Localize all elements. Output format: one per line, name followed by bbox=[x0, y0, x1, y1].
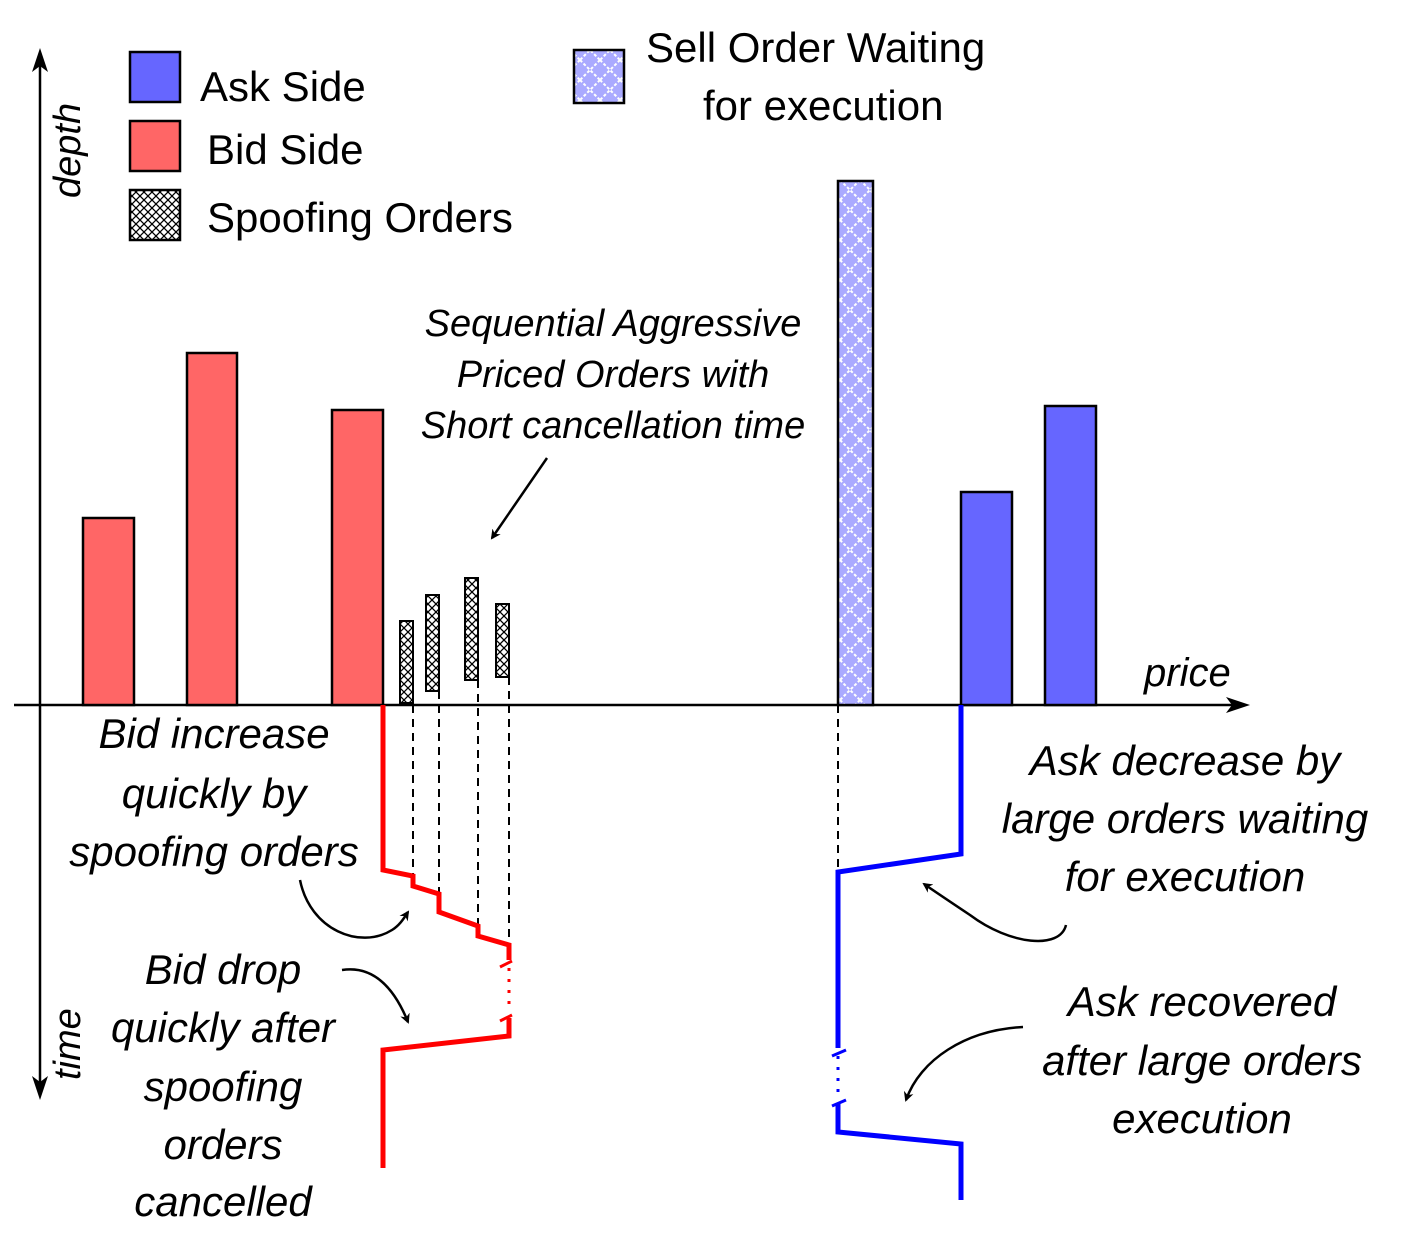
ask-price-line bbox=[831, 705, 964, 1200]
annotation-ask-decrease: Ask decrease by large orders waiting for… bbox=[1002, 737, 1369, 900]
legend: Ask Side Bid Side Spoofing Orders Sell O… bbox=[128, 24, 985, 242]
bid-bar bbox=[330, 408, 385, 707]
legend-bid-swatch bbox=[128, 119, 182, 173]
legend-ask-label: Ask Side bbox=[200, 63, 366, 110]
annotation-line: Sequential Aggressive bbox=[425, 303, 802, 345]
bid-price-line bbox=[380, 705, 513, 1168]
annotation-line: Ask recovered bbox=[1065, 978, 1338, 1025]
bid-bar bbox=[185, 351, 239, 707]
depth-axis-arrow-icon bbox=[32, 48, 48, 72]
sequential-arrow bbox=[490, 457, 549, 540]
legend-spoof-swatch bbox=[128, 188, 182, 242]
sell-order-waiting-bar bbox=[836, 179, 875, 707]
annotation-line: quickly after bbox=[111, 1004, 337, 1051]
annotation-line: Priced Orders with bbox=[457, 354, 770, 396]
projection-lines bbox=[412, 677, 839, 945]
annotation-line: spoofing orders bbox=[69, 828, 359, 875]
legend-sell-waiting-line2: for execution bbox=[703, 82, 943, 129]
bid-bar bbox=[81, 516, 136, 707]
annotation-line: Bid increase bbox=[98, 710, 329, 757]
annotation-arrows bbox=[298, 457, 1068, 1102]
annotation-line: Bid drop bbox=[145, 946, 301, 993]
annotation-line: quickly by bbox=[122, 770, 309, 817]
annotation-line: large orders waiting bbox=[1002, 795, 1369, 842]
legend-sell-waiting-swatch bbox=[572, 48, 626, 105]
legend-ask-swatch bbox=[128, 50, 182, 104]
annotation-bid-increase: Bid increase quickly by spoofing orders bbox=[69, 710, 359, 875]
annotation-sequential: Sequential Aggressive Priced Orders with… bbox=[421, 303, 805, 447]
spoofing-order-bar bbox=[399, 620, 414, 704]
annotation-line: orders bbox=[163, 1121, 282, 1168]
ask-bar bbox=[1043, 404, 1098, 707]
spoofing-order-bar bbox=[425, 594, 440, 692]
price-axis-label: price bbox=[1143, 651, 1231, 695]
annotation-line: after large orders bbox=[1042, 1037, 1362, 1084]
bid-drop-arrow bbox=[341, 968, 410, 1024]
bid-increase-arrow bbox=[298, 879, 410, 939]
bid-bars bbox=[81, 351, 385, 707]
legend-bid-label: Bid Side bbox=[207, 126, 363, 173]
annotation-line: execution bbox=[1112, 1095, 1292, 1142]
spoofing-order-bar bbox=[464, 577, 479, 681]
spoofing-orders bbox=[399, 577, 510, 704]
time-axis-arrow-icon bbox=[32, 1076, 48, 1100]
ask-bars bbox=[959, 404, 1098, 707]
ask-decrease-arrow bbox=[922, 882, 1068, 943]
depth-axis-label: depth bbox=[47, 103, 89, 198]
annotation-line: spoofing bbox=[144, 1063, 303, 1110]
annotation-line: for execution bbox=[1065, 853, 1305, 900]
price-axis-arrow-icon bbox=[1226, 697, 1250, 713]
legend-sell-waiting-line1: Sell Order Waiting bbox=[646, 24, 985, 71]
annotation-ask-recovered: Ask recovered after large orders executi… bbox=[1042, 978, 1362, 1142]
annotation-line: Ask decrease by bbox=[1027, 737, 1343, 784]
ask-bar bbox=[959, 490, 1014, 707]
annotation-line: Short cancellation time bbox=[421, 405, 805, 447]
time-axis-label: time bbox=[47, 1008, 89, 1080]
annotation-line: cancelled bbox=[134, 1178, 313, 1225]
annotation-bid-drop: Bid drop quickly after spoofing orders c… bbox=[111, 946, 337, 1225]
spoofing-order-bar bbox=[495, 603, 510, 678]
ask-recovered-arrow bbox=[903, 1025, 1024, 1102]
legend-spoof-label: Spoofing Orders bbox=[207, 194, 513, 241]
